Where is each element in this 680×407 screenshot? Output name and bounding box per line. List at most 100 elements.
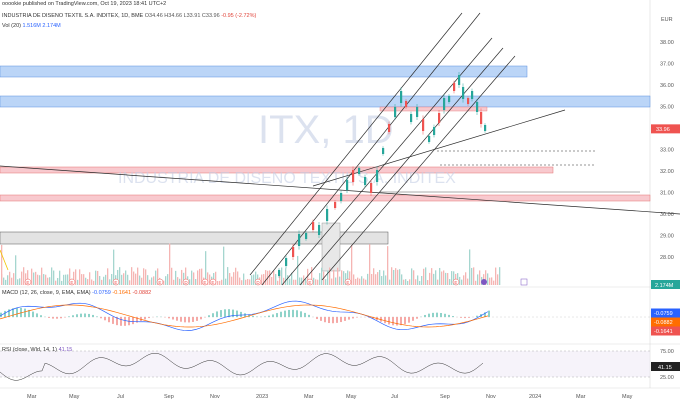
rsi-legend[interactable]: RSI (close, Wld, 14, 1) 41.15 — [2, 347, 72, 353]
volume-bar — [85, 277, 87, 285]
volume-bar — [439, 267, 441, 285]
symbol-name[interactable]: INDUSTRIA DE DISENO TEXTIL S.A. INDITEX,… — [2, 13, 144, 19]
volume-bar — [109, 279, 111, 285]
candle-body — [428, 136, 431, 142]
volume-bar — [417, 275, 419, 285]
volume-bar — [355, 278, 357, 285]
volume-bar — [339, 276, 341, 285]
volume-bar — [181, 269, 183, 285]
time-tick: Sep — [440, 394, 450, 400]
price-tick: 30.00 — [660, 212, 674, 218]
candle-body — [394, 107, 397, 117]
volume-bar — [43, 274, 45, 285]
volume-bar — [491, 277, 493, 285]
rsi-tick-lower: 25.00 — [660, 375, 674, 381]
volume-bar — [377, 272, 379, 285]
time-tick: Mar — [304, 394, 314, 400]
current-price-value: 33.96 — [656, 127, 670, 133]
macd-axis-tag — [651, 308, 680, 318]
channel-line-3 — [281, 37, 493, 286]
volume-bar — [209, 274, 211, 285]
volume-bar — [449, 279, 451, 285]
volume-bar — [141, 277, 143, 285]
candle-body — [298, 234, 301, 246]
volume-bar — [349, 271, 351, 285]
macd-histogram-bar — [424, 314, 426, 317]
macd-histogram-bar — [428, 313, 430, 317]
volume-bar — [91, 279, 93, 285]
volume-bar — [383, 270, 385, 285]
volume-bar — [151, 277, 153, 285]
time-tick: Nov — [210, 394, 220, 400]
volume-bar — [421, 276, 423, 285]
macd-histogram-bar — [108, 317, 110, 323]
volume-bar — [195, 279, 197, 285]
volume-bar — [37, 274, 39, 285]
macd-histogram-bar — [344, 317, 346, 321]
volume-bar — [243, 273, 245, 285]
volume-bar — [225, 278, 227, 285]
volume-bar — [121, 274, 123, 285]
candle-body — [438, 113, 441, 123]
volume-bar — [429, 272, 431, 285]
volume-bar — [277, 280, 279, 285]
volume-bar — [405, 279, 407, 285]
volume-bar — [113, 249, 115, 285]
macd-histogram-bar — [60, 317, 62, 319]
macd-histogram-bar — [336, 317, 338, 323]
volume-bar — [41, 267, 43, 285]
volume-legend[interactable]: Vol (20) 1.516M 2.174M — [2, 23, 61, 29]
volume-bar — [475, 280, 477, 285]
volume-bar — [197, 270, 199, 285]
volume-bar — [55, 280, 57, 285]
volume-bar — [75, 269, 77, 285]
macd-histogram-bar — [172, 317, 174, 320]
earnings-marker — [254, 278, 262, 286]
macd-histogram-bar — [120, 317, 122, 326]
macd-histogram-bar — [124, 317, 126, 326]
candle-body — [467, 98, 470, 104]
macd-histogram-bar — [36, 313, 38, 317]
volume-bar — [311, 267, 313, 285]
volume-bar — [317, 279, 319, 285]
volume-bar — [125, 270, 127, 285]
volume-bar — [21, 271, 23, 285]
earnings-marker — [182, 278, 190, 286]
volume-bar — [119, 267, 121, 285]
earnings-marker — [344, 278, 352, 286]
volume-bar — [341, 270, 343, 285]
volume-tag — [651, 280, 680, 289]
rsi-label: RSI (close, Wld, 14, 1) — [2, 347, 58, 353]
volume-bar — [413, 270, 415, 285]
volume-bar — [177, 277, 179, 285]
rsi-value: 41.15 — [58, 347, 73, 353]
macd-histogram-bar — [148, 317, 150, 319]
candle-body — [340, 193, 343, 201]
macd-histogram-bar — [368, 317, 370, 318]
volume-bar — [45, 274, 47, 285]
volume-bar — [431, 268, 433, 285]
volume-bar — [391, 267, 393, 285]
macd-histogram-bar — [96, 316, 98, 317]
macd-value-2: -0.1641 — [112, 290, 132, 296]
volume-bar — [179, 278, 181, 285]
volume-bar — [443, 270, 445, 285]
volume-bar — [463, 275, 465, 285]
volume-bar — [39, 275, 41, 285]
macd-legend[interactable]: MACD (12, 26, close, 9, EMA, EMA) -0.075… — [2, 290, 151, 296]
volume-bar — [447, 273, 449, 285]
macd-axis-value: -0.1641 — [654, 329, 673, 335]
volume-bar — [27, 270, 29, 285]
price-tick: 28.00 — [660, 255, 674, 261]
volume-bar — [231, 276, 233, 285]
volume-bar — [425, 267, 427, 285]
time-tick: May — [69, 394, 80, 400]
macd-histogram-bar — [48, 317, 50, 318]
macd-histogram-bar — [228, 309, 230, 317]
volume-bar — [93, 280, 95, 285]
macd-histogram-bar — [268, 315, 270, 317]
price-tick: 29.00 — [660, 234, 674, 240]
volume-bar — [347, 270, 349, 285]
volume-bar — [99, 275, 101, 285]
